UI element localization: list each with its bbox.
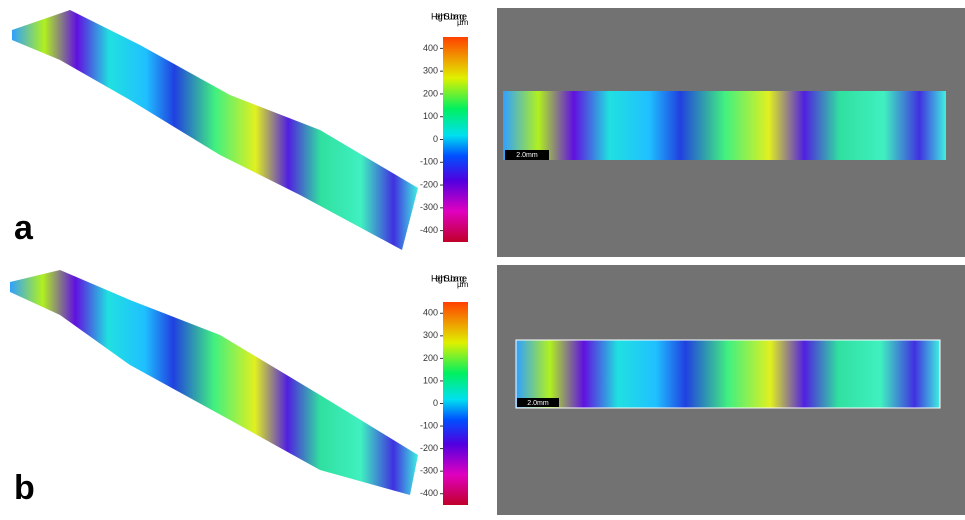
- panel-a-surface: [12, 8, 965, 257]
- colorbar-tick-label: -200: [420, 179, 438, 189]
- colorbar-tick-label: -400: [420, 488, 438, 498]
- colorbar-tick-label: -300: [420, 202, 438, 212]
- colorbar-tick-label: 300: [423, 66, 438, 76]
- colorbar-tick-label: -200: [420, 443, 438, 453]
- colorbar-tick-label: 200: [423, 353, 438, 363]
- colorbar-tick-label: 100: [423, 111, 438, 121]
- scale-bar-label: 2.0mm: [527, 400, 549, 407]
- colorbar-tick-label: 0: [433, 134, 438, 144]
- panel-label: a: [14, 209, 34, 247]
- height-map: [503, 91, 946, 160]
- colorbar-tick-label: -100: [420, 157, 438, 167]
- colorbar-tick-label: 400: [423, 43, 438, 53]
- colorbar-tick-label: 100: [423, 375, 438, 385]
- colorbar-tick-label: 400: [423, 308, 438, 318]
- colorbar-unit: µm: [457, 18, 469, 27]
- surface-3d: [10, 270, 418, 495]
- colorbar: [443, 37, 468, 242]
- height-map: [516, 340, 940, 408]
- colorbar-tick-label: 200: [423, 88, 438, 98]
- scale-bar-label: 2.0mm: [516, 152, 538, 159]
- colorbar-tick-label: -100: [420, 420, 438, 430]
- page: aHeight Subrangeµm4003002001000-100-200-…: [0, 0, 965, 520]
- colorbar-tick-label: 300: [423, 330, 438, 340]
- colorbar-tick-label: 0: [433, 398, 438, 408]
- colorbar-tick-label: -400: [420, 225, 438, 235]
- colorbar: [443, 302, 468, 505]
- panel-label: b: [14, 469, 35, 507]
- panel-b-surface: [10, 265, 965, 515]
- colorbar-tick-label: -300: [420, 466, 438, 476]
- figure: aHeight Subrangeµm4003002001000-100-200-…: [0, 0, 965, 515]
- colorbar-unit: µm: [457, 280, 469, 289]
- surface-3d: [12, 10, 418, 250]
